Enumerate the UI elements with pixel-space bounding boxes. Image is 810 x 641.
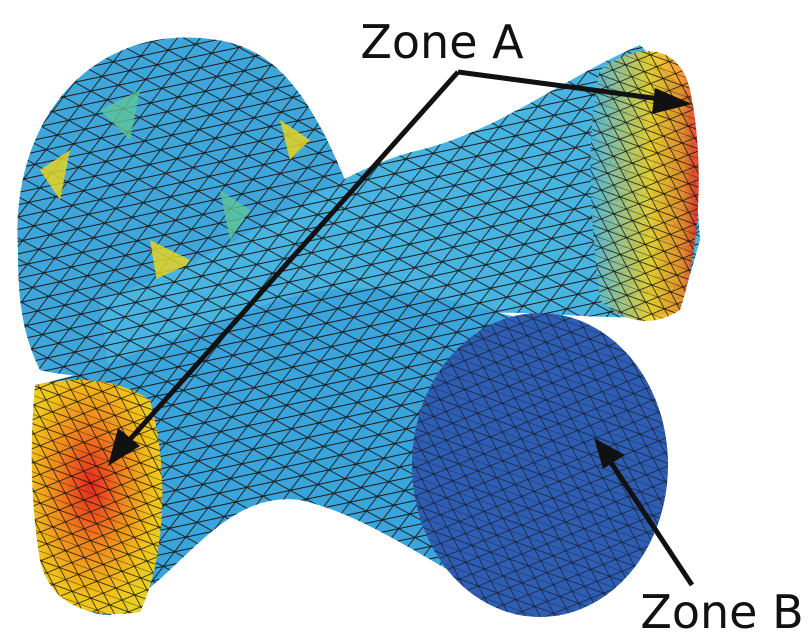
zone-b-label: Zone B — [640, 585, 803, 639]
front-cylinder — [31, 288, 668, 617]
arrows — [108, 69, 695, 587]
arrow-line — [605, 456, 695, 587]
upper-tube — [100, 45, 700, 380]
arrowhead — [594, 438, 625, 469]
arrow-line — [123, 70, 460, 447]
right-flare — [590, 51, 699, 321]
arrowhead — [652, 88, 692, 114]
arrow-line — [457, 69, 669, 103]
zone-a-label: Zone A — [360, 15, 524, 69]
arrowhead — [108, 428, 140, 466]
